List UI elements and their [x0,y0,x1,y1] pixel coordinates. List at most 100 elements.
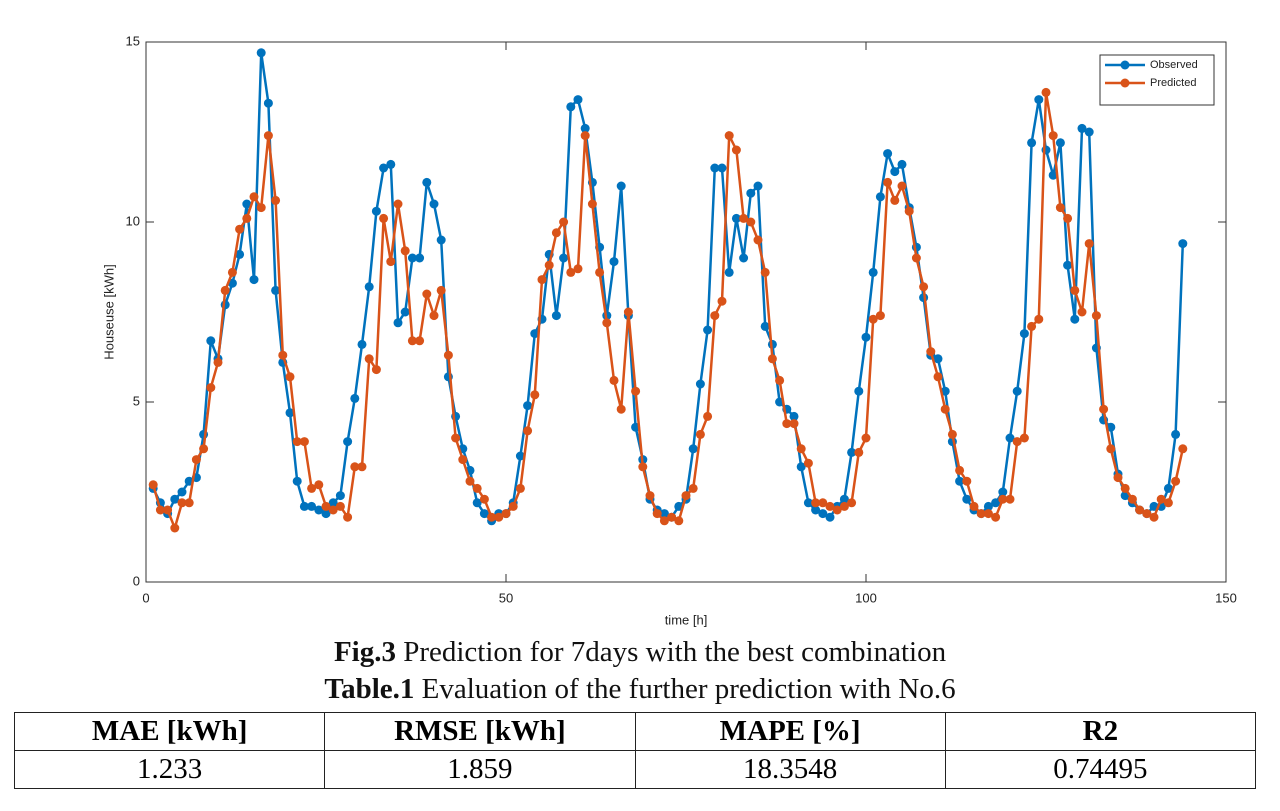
data-point [631,386,641,396]
data-point [170,494,180,504]
y-tick-label: 0 [133,573,140,588]
data-point [328,505,338,515]
data-point [1055,138,1065,148]
data-point [458,455,468,465]
data-point [335,491,345,501]
data-point [703,411,713,421]
data-point [559,253,569,263]
data-point [357,339,367,349]
data-point [940,404,950,414]
caption-label: Table.1 [324,673,415,705]
table-cell: 1.859 [324,750,636,789]
table-row: 1.233 1.859 18.3548 0.74495 [13,750,1257,789]
data-point [839,494,849,504]
data-point [1149,512,1159,522]
data-point [1091,311,1101,321]
data-point [436,285,446,295]
data-point [422,177,432,187]
legend: Observed Predicted [1099,54,1215,106]
data-point [436,235,446,245]
data-point [724,267,734,277]
data-point [1120,483,1130,493]
data-point [811,505,821,515]
data-point [242,213,252,223]
data-point [811,498,821,508]
data-point [1055,203,1065,213]
data-point [659,516,669,526]
header-cell: MAE [kWh] [13,712,326,751]
data-point [1034,95,1044,105]
y-tick-label: 5 [133,393,140,408]
data-point [199,444,209,454]
data-point [947,429,957,439]
data-point [292,476,302,486]
data-point [760,267,770,277]
data-point [1048,170,1058,180]
data-point [789,411,799,421]
data-point [890,167,900,177]
data-point [422,289,432,299]
x-tick-label: 0 [142,590,149,605]
data-point [451,433,461,443]
y-tick-label: 10 [126,213,140,228]
data-point [544,260,554,270]
data-point [415,253,425,263]
data-point [616,404,626,414]
data-point [962,494,972,504]
data-point [155,505,165,515]
data-point [818,509,828,519]
data-point [1019,329,1029,339]
x-tick-label: 150 [1215,590,1237,605]
caption-text: Evaluation of the further prediction wit… [414,673,956,705]
caption-text: Prediction for 7days with the best combi… [395,636,947,668]
data-point [1005,494,1015,504]
data-point [926,347,936,357]
data-point [263,98,273,108]
data-point [515,483,525,493]
data-point [487,512,497,522]
legend-marker [1120,78,1130,88]
x-tick-label: 50 [499,590,513,605]
table-cell: 1.233 [13,750,326,789]
legend-box [1099,54,1215,106]
data-point [278,350,288,360]
data-point [847,498,857,508]
data-point [523,401,533,411]
data-point [1171,476,1181,486]
data-point [667,512,677,522]
data-point [256,203,266,213]
data-point [832,505,842,515]
data-point [688,444,698,454]
data-point [1156,494,1166,504]
data-point [839,501,849,511]
data-point [1127,494,1137,504]
data-point [1084,127,1094,137]
data-point [695,429,705,439]
data-point [148,480,158,490]
data-point [263,131,273,141]
data-point [580,123,590,133]
data-point [897,181,907,191]
x-tick-label: 100 [855,590,877,605]
data-point [249,192,259,202]
caption-label: Fig.3 [333,636,396,668]
data-point [983,501,993,511]
data-point [393,199,403,209]
data-point [1070,285,1080,295]
data-point [573,95,583,105]
data-point [998,487,1008,497]
data-point [847,447,857,457]
data-point [364,354,374,364]
table-caption: Table.1 Evaluation of the further predic… [0,673,1280,706]
data-point [1048,131,1058,141]
data-point [328,498,338,508]
data-point [695,379,705,389]
data-point [580,131,590,141]
data-point [609,375,619,385]
data-point [688,483,698,493]
data-point [494,512,504,522]
data-point [1063,260,1073,270]
data-point [904,206,914,216]
data-point [1178,444,1188,454]
data-point [573,264,583,274]
